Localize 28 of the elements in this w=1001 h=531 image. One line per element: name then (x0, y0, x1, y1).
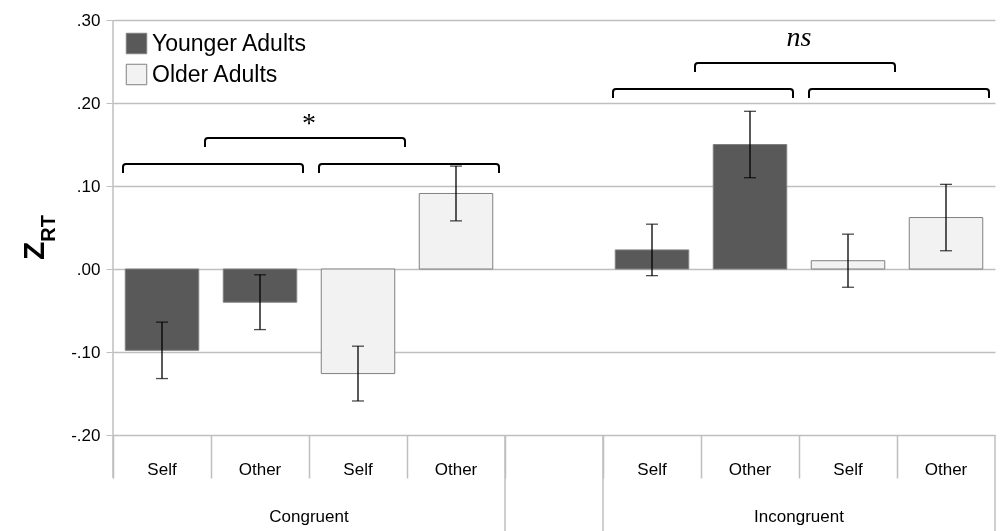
bar (222, 268, 298, 303)
bar (124, 268, 200, 351)
bar (908, 217, 984, 270)
x-tick-label: Self (637, 459, 667, 479)
text: Incongruent (754, 507, 845, 526)
x-tick-label: Self (343, 459, 373, 479)
x-tick-label: Other (434, 459, 478, 479)
x-tick-label: Self (833, 459, 863, 479)
annotation: * (302, 107, 316, 138)
bar (712, 144, 788, 270)
legend-label: Younger Adults (152, 29, 306, 56)
x-tick-label: Other (728, 459, 772, 479)
y-tick-label: .10 (76, 176, 101, 196)
x-tick-label: Other (238, 459, 282, 479)
x-tick-label: Other (924, 459, 968, 479)
x-tick-label: Self (147, 459, 177, 479)
y-tick-label: .30 (76, 10, 101, 30)
bar (614, 249, 690, 270)
legend-label: Older Adults (152, 60, 278, 87)
y-tick-label: -.20 (71, 425, 101, 445)
text: Congruent (269, 507, 349, 526)
y-tick-label: -.10 (71, 342, 101, 362)
y-tick-label: .00 (76, 259, 101, 279)
bar (418, 192, 494, 270)
annotation: ns (786, 21, 812, 52)
bar (320, 268, 396, 375)
bar (810, 260, 886, 270)
y-tick-label: .20 (76, 93, 101, 113)
